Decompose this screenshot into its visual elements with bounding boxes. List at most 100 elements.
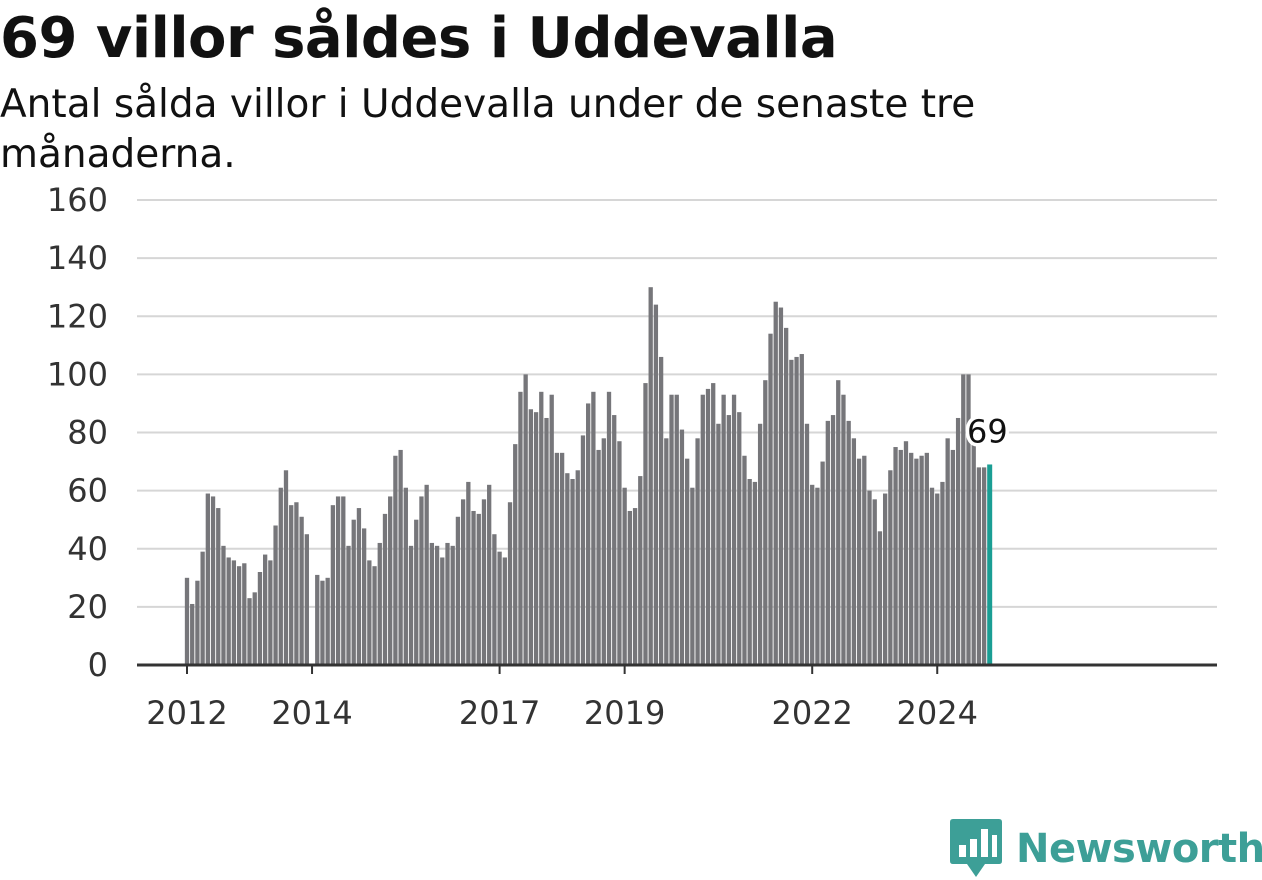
bar xyxy=(361,528,367,665)
bar xyxy=(377,542,382,665)
bar xyxy=(705,388,711,665)
bar xyxy=(200,551,205,665)
bar xyxy=(554,452,560,665)
bar xyxy=(888,470,893,665)
bar xyxy=(731,394,737,665)
bar xyxy=(971,435,976,665)
bar xyxy=(955,417,961,665)
bar xyxy=(674,394,679,665)
bar xyxy=(810,484,815,665)
bar xyxy=(919,455,924,665)
bar xyxy=(231,560,237,666)
bar xyxy=(570,479,575,665)
bars xyxy=(184,287,993,666)
bar xyxy=(315,574,320,665)
bar xyxy=(419,496,424,665)
bar xyxy=(711,383,716,665)
bar xyxy=(367,560,372,666)
bar xyxy=(757,423,763,665)
bar xyxy=(935,493,940,665)
bar xyxy=(981,467,987,666)
bar xyxy=(440,557,445,665)
y-tick-label: 100 xyxy=(47,355,108,393)
bar xyxy=(648,287,653,665)
x-tick-label: 2012 xyxy=(146,694,227,732)
bar xyxy=(627,510,632,665)
bar xyxy=(622,487,627,665)
bar xyxy=(690,487,695,665)
x-tick-label: 2014 xyxy=(271,694,352,732)
bar xyxy=(789,359,794,665)
bar xyxy=(658,356,664,665)
bar xyxy=(836,380,841,665)
bar xyxy=(653,304,659,666)
bar xyxy=(330,505,336,665)
bar xyxy=(846,420,851,666)
bar xyxy=(492,534,497,665)
bar xyxy=(830,415,836,665)
bar xyxy=(747,479,752,665)
bar xyxy=(257,572,263,665)
bar xyxy=(721,394,726,665)
bar xyxy=(909,452,914,665)
bar xyxy=(893,447,898,665)
newsworthy-logo: Newsworthy xyxy=(950,818,1262,880)
bar xyxy=(289,505,294,665)
y-tick-label: 60 xyxy=(67,472,108,510)
y-axis-tick-labels: 0 20 40 60 80 100 120 140 160 xyxy=(47,181,108,684)
bar xyxy=(528,409,534,665)
brand-name: Newsworthy xyxy=(1016,826,1262,872)
bar xyxy=(518,391,523,665)
bar xyxy=(862,455,867,665)
bar xyxy=(784,327,789,666)
bar xyxy=(476,513,481,666)
bar xyxy=(507,502,513,665)
bar xyxy=(815,487,820,665)
bar xyxy=(455,516,461,665)
bar xyxy=(617,441,622,665)
bar xyxy=(700,394,705,665)
bar xyxy=(434,545,440,665)
y-tick-label: 20 xyxy=(67,588,108,626)
bar xyxy=(273,525,278,665)
bar xyxy=(591,391,596,665)
bar xyxy=(382,513,388,666)
bar xyxy=(768,333,773,665)
bar xyxy=(643,383,648,665)
bar xyxy=(695,438,700,665)
bar xyxy=(450,545,455,665)
bar xyxy=(356,508,362,665)
bar xyxy=(575,470,580,665)
bar xyxy=(341,496,346,665)
chart-title: 69 villor såldes i Uddevalla xyxy=(0,6,838,71)
bar xyxy=(565,473,570,665)
bar xyxy=(346,545,351,665)
bar xyxy=(398,449,403,665)
bar xyxy=(940,481,945,665)
bar xyxy=(773,301,778,665)
bar xyxy=(726,415,731,665)
bar xyxy=(236,566,242,665)
bar xyxy=(471,510,476,665)
bar xyxy=(559,452,565,665)
bar xyxy=(184,577,190,665)
bar xyxy=(867,490,872,666)
x-axis-tick-labels: 2012 2014 2017 2019 2022 2024 xyxy=(146,665,978,732)
bar xyxy=(513,444,518,666)
bar xyxy=(804,423,810,665)
bar xyxy=(445,542,450,665)
bar xyxy=(278,487,283,665)
bar xyxy=(497,551,502,665)
x-tick-label: 2022 xyxy=(771,694,852,732)
bar xyxy=(903,441,909,665)
bar xyxy=(612,415,617,665)
bar xyxy=(320,580,325,665)
latest-value-label: 69 xyxy=(967,412,1008,450)
bar xyxy=(466,481,471,665)
bar xyxy=(945,438,950,665)
bar xyxy=(841,394,846,665)
bar xyxy=(549,394,554,665)
bar xyxy=(737,412,742,665)
bar xyxy=(632,508,638,665)
